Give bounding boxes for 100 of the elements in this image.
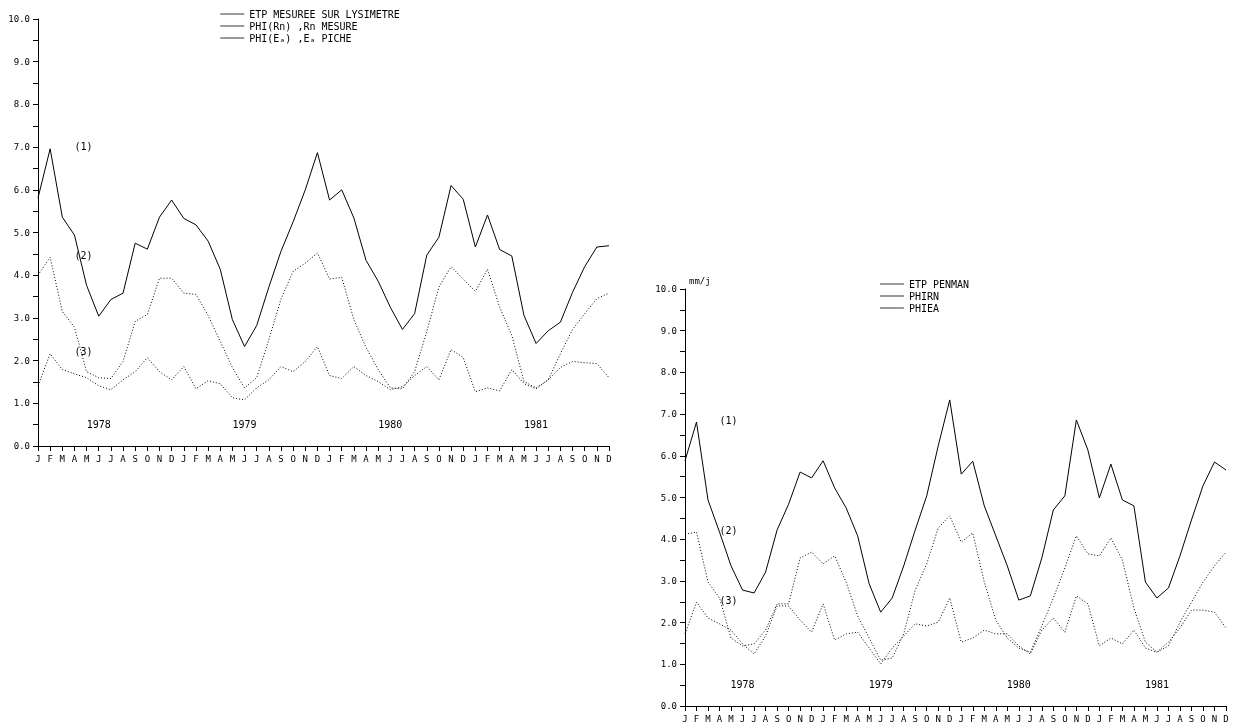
y-tick-label: 0.0 <box>660 701 677 711</box>
x-tick-label: J <box>387 453 394 464</box>
y-tick-label: 7.0 <box>660 409 677 420</box>
x-tick-label: F <box>47 453 53 464</box>
x-tick-label: S <box>774 713 780 724</box>
annotation: 1980 <box>378 418 403 430</box>
x-tick-label: J <box>958 713 964 724</box>
x-tick-label: J <box>1096 713 1103 724</box>
x-tick-label: D <box>460 453 466 464</box>
x-tick-label: S <box>132 453 138 464</box>
x-tick-label: J <box>399 453 406 464</box>
x-tick-label: M <box>843 713 850 724</box>
x-tick-label: J <box>739 713 746 724</box>
x-tick-label: M <box>351 453 358 464</box>
x-tick-label: J <box>472 453 479 464</box>
x-tick-label: M <box>981 713 988 724</box>
x-tick-label: M <box>521 453 528 464</box>
x-tick-label: A <box>900 713 907 724</box>
y-tick-label: 8.0 <box>660 367 677 378</box>
x-tick-label: A <box>266 453 273 464</box>
x-tick-label: O <box>290 453 296 464</box>
x-tick-label: O <box>436 453 442 464</box>
y-tick-label: 6.0 <box>13 184 30 195</box>
x-tick-label: S <box>424 453 430 464</box>
annotation: 1978 <box>86 418 111 430</box>
annotation: (1) <box>719 414 738 426</box>
y-tick-label: 8.0 <box>13 99 30 110</box>
legend-label: ETP PENMAN <box>908 278 970 290</box>
x-tick-label: A <box>762 713 769 724</box>
y-axis-title: mm/j <box>689 275 711 286</box>
x-tick-label: D <box>947 713 953 724</box>
x-tick-label: J <box>241 453 248 464</box>
x-tick-label: M <box>1119 713 1126 724</box>
y-tick-label: 2.0 <box>13 355 30 366</box>
x-tick-label: M <box>59 453 66 464</box>
x-tick-label: A <box>557 453 564 464</box>
x-tick-label: J <box>96 453 102 464</box>
x-tick-label: N <box>448 453 454 464</box>
x-tick-label: J <box>108 453 114 464</box>
x-tick-label: J <box>751 713 757 724</box>
x-tick-label: O <box>785 713 792 724</box>
x-tick-label: D <box>1223 713 1229 724</box>
annotation: 1978 <box>730 678 755 690</box>
x-tick-label: J <box>181 453 187 464</box>
x-tick-label: J <box>1027 713 1034 724</box>
y-tick-label: 7.0 <box>13 142 30 153</box>
x-tick-label: A <box>363 453 370 464</box>
x-tick-label: N <box>1211 713 1218 724</box>
x-tick-label: A <box>1177 713 1184 724</box>
x-tick-label: D <box>606 453 612 464</box>
x-tick-label: D <box>168 453 175 464</box>
x-tick-label: O <box>581 453 588 464</box>
x-tick-label: O <box>1200 713 1206 724</box>
annotation: 1979 <box>232 418 257 430</box>
x-tick-label: A <box>854 713 861 724</box>
x-tick-label: S <box>278 453 284 464</box>
legend-label: ETP MESUREE SUR LYSIMETRE <box>249 8 400 20</box>
y-tick-label: 1.0 <box>13 398 30 409</box>
y-tick-label: 1.0 <box>660 659 677 670</box>
y-tick-label: 4.0 <box>660 534 677 545</box>
annotation: 1980 <box>1006 678 1031 690</box>
x-tick-label: A <box>509 453 516 464</box>
annotation: (3) <box>74 346 93 358</box>
x-tick-label: A <box>120 453 127 464</box>
x-tick-label: O <box>1062 713 1068 724</box>
x-tick-label: S <box>569 453 576 464</box>
x-tick-label: M <box>205 453 212 464</box>
x-tick-label: F <box>1108 713 1114 724</box>
x-tick-label: M <box>728 713 735 724</box>
annotation: 1979 <box>868 678 893 690</box>
y-tick-label: 6.0 <box>660 450 677 461</box>
x-tick-label: N <box>156 453 163 464</box>
x-tick-label: F <box>970 713 976 724</box>
y-tick-label: 5.0 <box>13 227 30 238</box>
annotation: (1) <box>74 141 93 153</box>
x-tick-label: S <box>1050 713 1057 724</box>
x-tick-label: S <box>1188 713 1195 724</box>
x-tick-label: J <box>889 713 895 724</box>
x-tick-label: N <box>935 713 941 724</box>
annotation: (3) <box>719 594 738 606</box>
y-tick-label: 10.0 <box>655 284 677 294</box>
x-tick-label: F <box>693 713 700 724</box>
x-tick-label: D <box>314 453 321 464</box>
x-tick-label: A <box>71 453 78 464</box>
x-tick-label: J <box>326 453 333 464</box>
annotation: 1981 <box>1144 678 1169 690</box>
x-tick-label: J <box>253 453 260 464</box>
x-tick-label: F <box>193 453 199 464</box>
x-tick-label: J <box>1165 713 1172 724</box>
x-tick-label: M <box>496 453 503 464</box>
x-tick-label: J <box>545 453 551 464</box>
y-tick-label: 3.0 <box>660 575 677 586</box>
y-tick-label: 2.0 <box>660 617 677 628</box>
x-tick-label: N <box>594 453 600 464</box>
y-tick-label: 3.0 <box>13 312 30 323</box>
x-tick-label: A <box>1039 713 1046 724</box>
y-tick-label: 9.0 <box>13 56 30 67</box>
x-tick-label: F <box>831 713 838 724</box>
x-tick-label: J <box>533 453 539 464</box>
x-tick-label: S <box>912 713 918 724</box>
